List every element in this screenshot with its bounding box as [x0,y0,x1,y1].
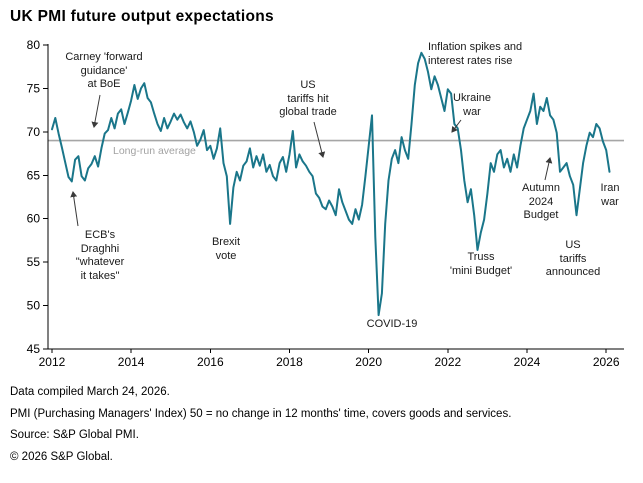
annotation-carney-forward-guidance: Carney 'forward guidance' at BoE [65,51,142,92]
annotation-inflation-spikes: Inflation spikes and interest rates rise [428,41,522,68]
annotation-line: at BoE [87,78,121,90]
annotation-line: US [300,79,316,91]
pmi-line-chart: 45 50 55 60 65 70 75 80 2012 2014 2016 2018 2020 2022… [27,38,624,369]
annotation-line: Inflation spikes and [428,41,523,53]
annotation-ukraine-war: Ukraine war [453,92,491,119]
annotation-line: Carney 'forward [65,51,143,63]
footer-line: PMI (Purchasing Managers' Index) 50 = no… [10,407,512,420]
x-tick-label: 2022 [434,355,461,369]
annotation-line: ECB's [84,229,116,241]
annotation-line: interest rates rise [428,54,513,67]
annotation-line: US [565,239,581,251]
y-tick-label: 50 [27,299,41,313]
annotation-line: 'mini Budget' [449,264,513,277]
annotation-line: vote [215,249,237,262]
y-tick-label: 75 [27,81,41,95]
y-tick-label: 55 [27,255,41,269]
x-tick-label: 2026 [593,355,620,369]
y-tick-label: 60 [27,212,41,226]
chart-title: UK PMI future output expectations [10,8,274,25]
annotation-line: Truss [467,251,495,263]
annotation-line: global trade [279,106,337,118]
pmi-series-line [51,51,611,317]
annotation-line: announced [545,266,601,278]
annotation-arrow-us-tariffs-hit-global-trade [313,121,326,158]
footer-notes: Data compiled March 24, 2026. PMI (Purcha… [10,382,511,468]
footer-line: Source: S&P Global PMI. [10,429,139,441]
y-tick-label: 65 [27,168,41,182]
annotation-us-tariffs-announced: US tariffs announced [546,239,600,280]
x-tick-label: 2016 [197,355,224,369]
annotation-line: COVID-19 [366,318,418,330]
annotation-line: Brexit [211,236,241,248]
annotation-arrow-ecb-draghi [70,191,79,227]
x-tick-label: 2020 [355,355,382,369]
annotation-line: 2024 [528,195,554,208]
annotation-line: guidance' [80,64,128,77]
annotation-ecb-draghi: ECB's Draghhi "whatever it takes" [76,229,125,283]
footer-line: © 2026 S&P Global. [10,450,113,463]
annotation-truss-mini-budget: Truss'mini Budget' [450,251,512,278]
long-run-average-label: Long-run average [113,145,196,157]
annotation-line: Autumn [522,182,560,194]
annotation-line: war [463,105,481,118]
annotation-line: it takes" [80,269,120,282]
y-tick-label: 45 [27,342,41,356]
annotation-us-tariffs-hit-global-trade: US tariffs hit global trade [279,79,337,120]
annotation-line: Budget [523,209,559,221]
annotation-line: Draghhi [80,242,120,255]
x-tick-label: 2024 [514,355,541,369]
footer-line: Data compiled March 24, 2026. [10,386,170,398]
annotation-line: tariffs hit [287,92,329,105]
y-tick-label: 80 [27,38,41,52]
x-tick-label: 2012 [39,355,66,369]
annotation-iran-war: Iran war [601,182,620,209]
chart-area: 45 50 55 60 65 70 75 80 2012 2014 2016 2018 2020 2022… [27,38,624,369]
annotation-line: war [601,195,619,208]
annotation-line: tariffs [559,252,587,265]
y-tick-label: 70 [27,125,41,139]
x-tick-label: 2014 [118,355,145,369]
annotation-line: Iran [600,182,620,194]
annotation-autumn-2024-budget: Autumn 2024 Budget [522,182,560,223]
annotation-brexit-vote: Brexit vote [212,236,240,263]
annotation-arrow-carney-forward-guidance [91,94,101,128]
x-tick-label: 2018 [276,355,303,369]
annotation-arrow-ukraine-war [451,119,462,133]
annotation-covid-19: COVID-19 [367,318,418,332]
annotation-line: Ukraine [453,92,491,104]
annotation-arrow-autumn-2024-budget [544,157,553,181]
annotation-line: "whatever [75,256,125,268]
